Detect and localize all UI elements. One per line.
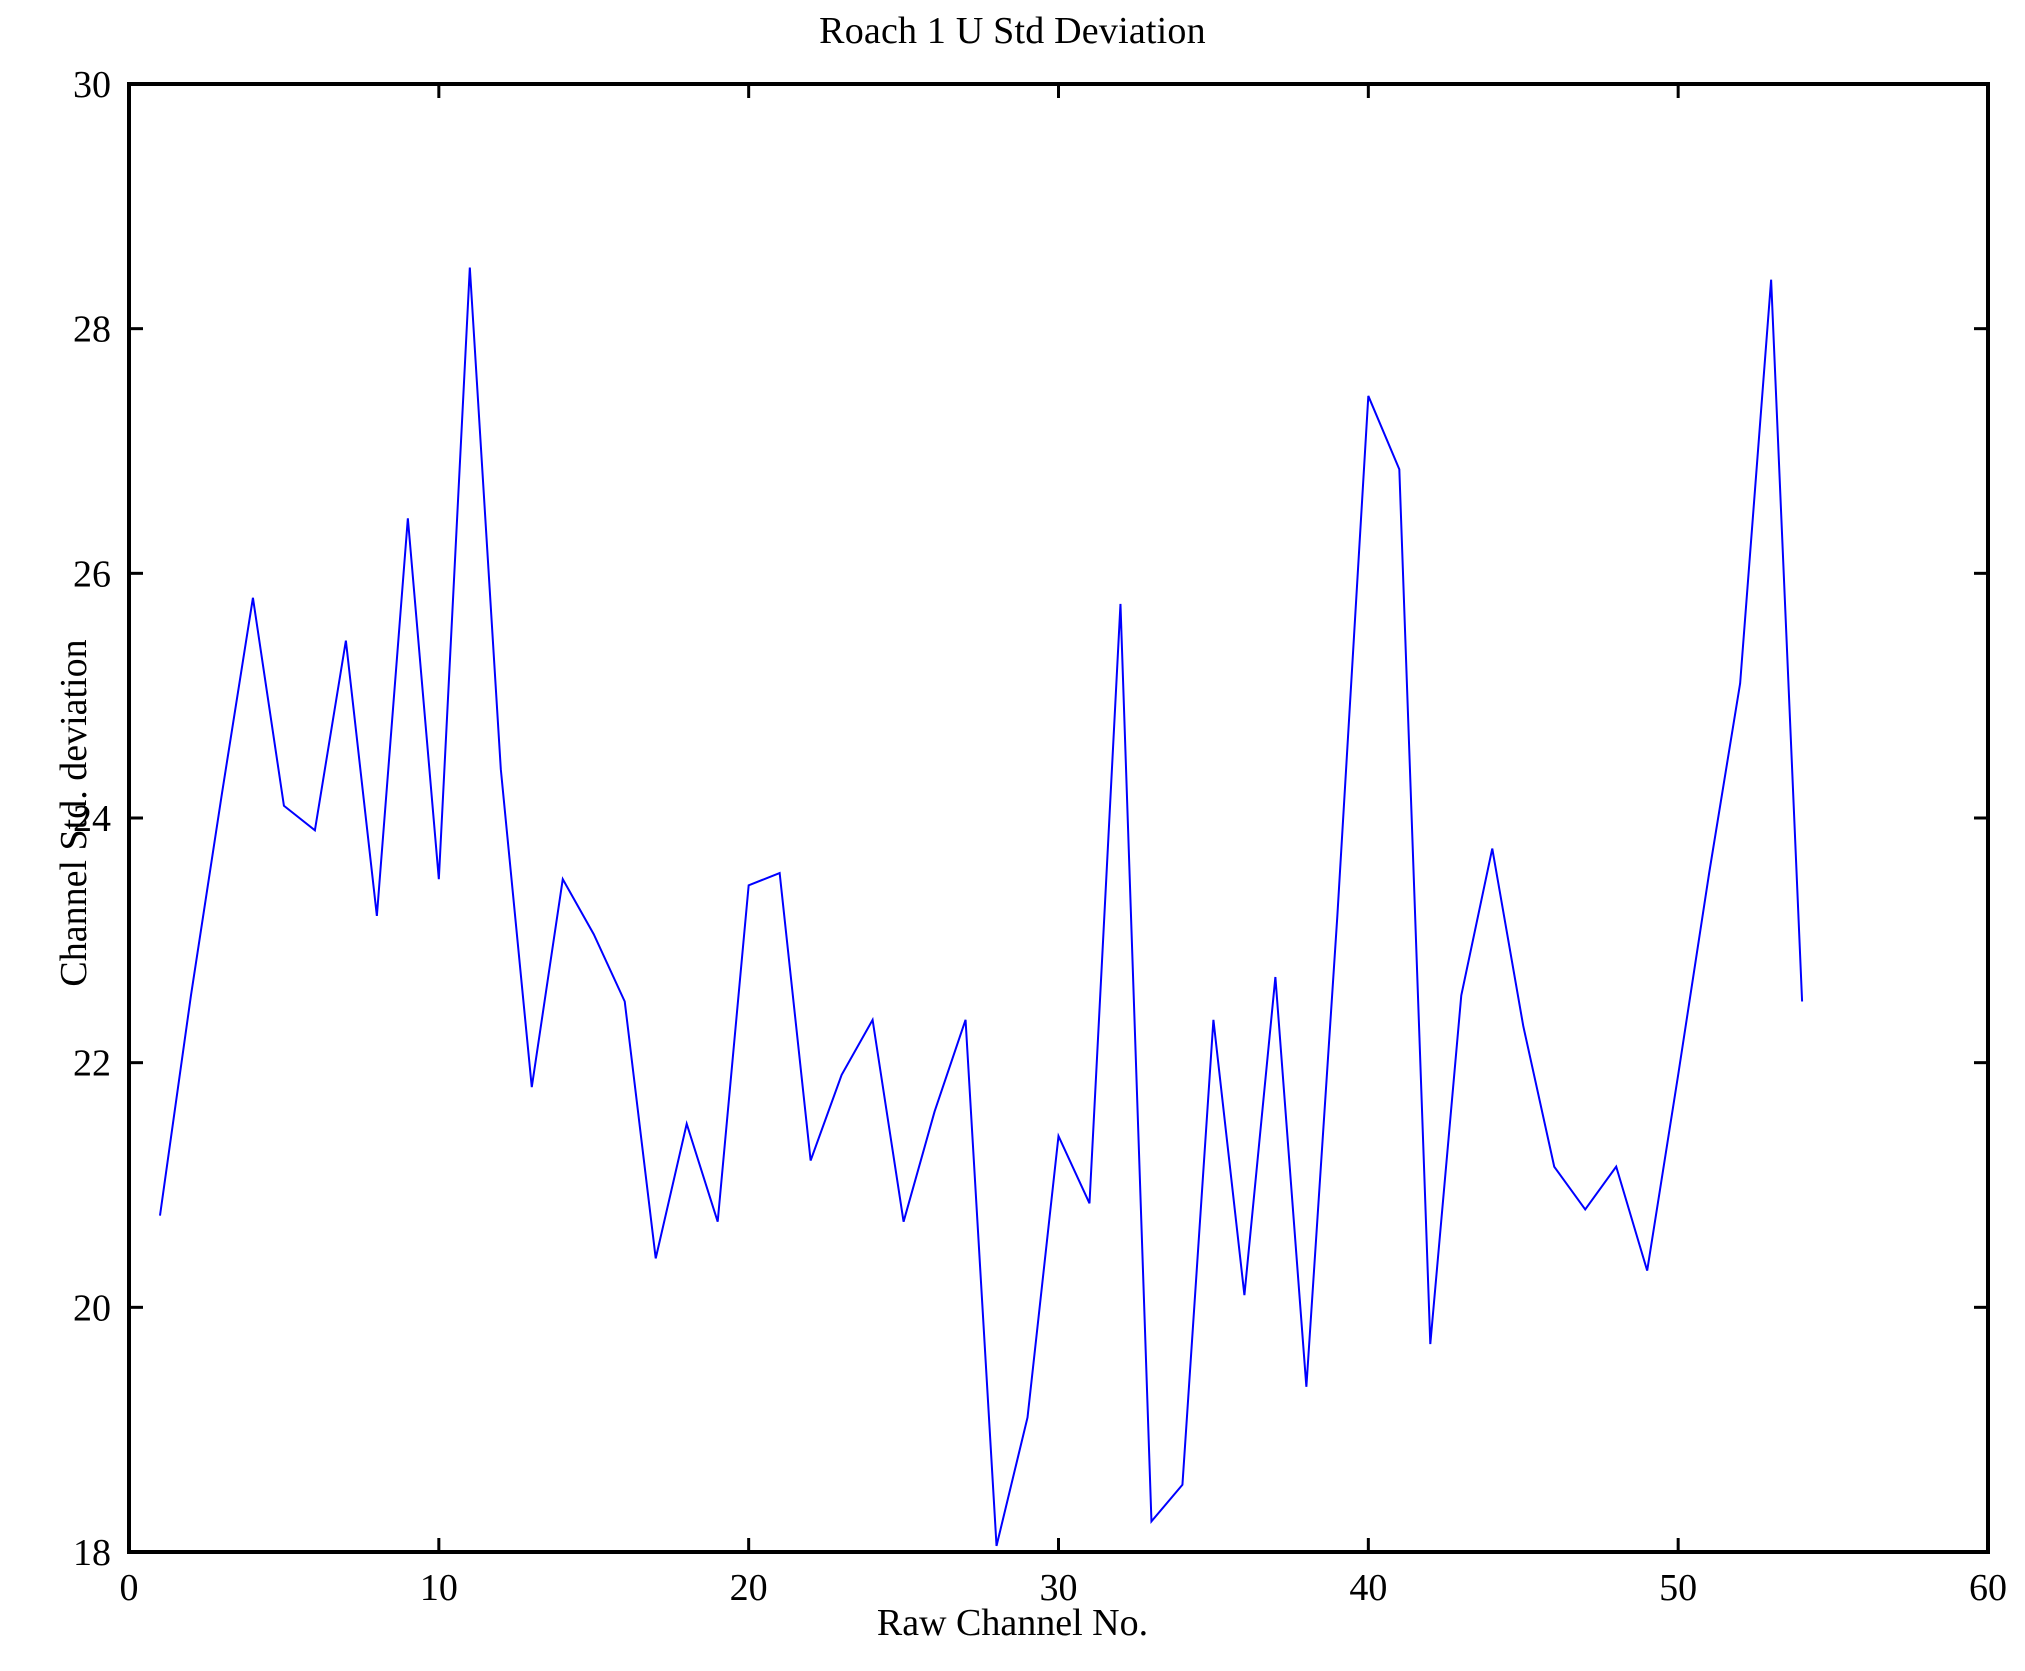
- data-series-line: [158, 267, 1804, 1547]
- y-axis-tick-labels: 18 20 22 24 26 28 30: [73, 64, 111, 1574]
- y-tick-label: 22: [73, 1043, 111, 1085]
- y-tick-label: 30: [73, 64, 111, 106]
- x-tick-label: 30: [1040, 1567, 1078, 1609]
- x-tick-label: 60: [1969, 1567, 2007, 1609]
- x-tick-label: 20: [730, 1567, 768, 1609]
- x-axis-tick-labels: 0 10 20 30 40 50 60: [120, 1567, 2008, 1609]
- y-tick-label: 18: [73, 1532, 111, 1574]
- y-tick-label: 20: [73, 1287, 111, 1329]
- x-axis-ticks: [127, 84, 1990, 1552]
- x-tick-label: 50: [1659, 1567, 1697, 1609]
- x-axis-label: Raw Channel No.: [876, 1602, 1149, 1644]
- x-tick-label: 10: [420, 1567, 458, 1609]
- page-title: Roach 1 U Std Deviation: [819, 10, 1206, 52]
- y-tick-label: 28: [73, 309, 111, 351]
- axes-frame: [127, 82, 1990, 1554]
- x-tick-label: 0: [120, 1567, 139, 1609]
- y-tick-label: 24: [73, 798, 111, 840]
- y-tick-label: 26: [73, 553, 111, 595]
- x-tick-label: 40: [1349, 1567, 1387, 1609]
- y-axis-ticks: [129, 82, 1988, 1554]
- series-polyline: [158, 267, 1804, 1547]
